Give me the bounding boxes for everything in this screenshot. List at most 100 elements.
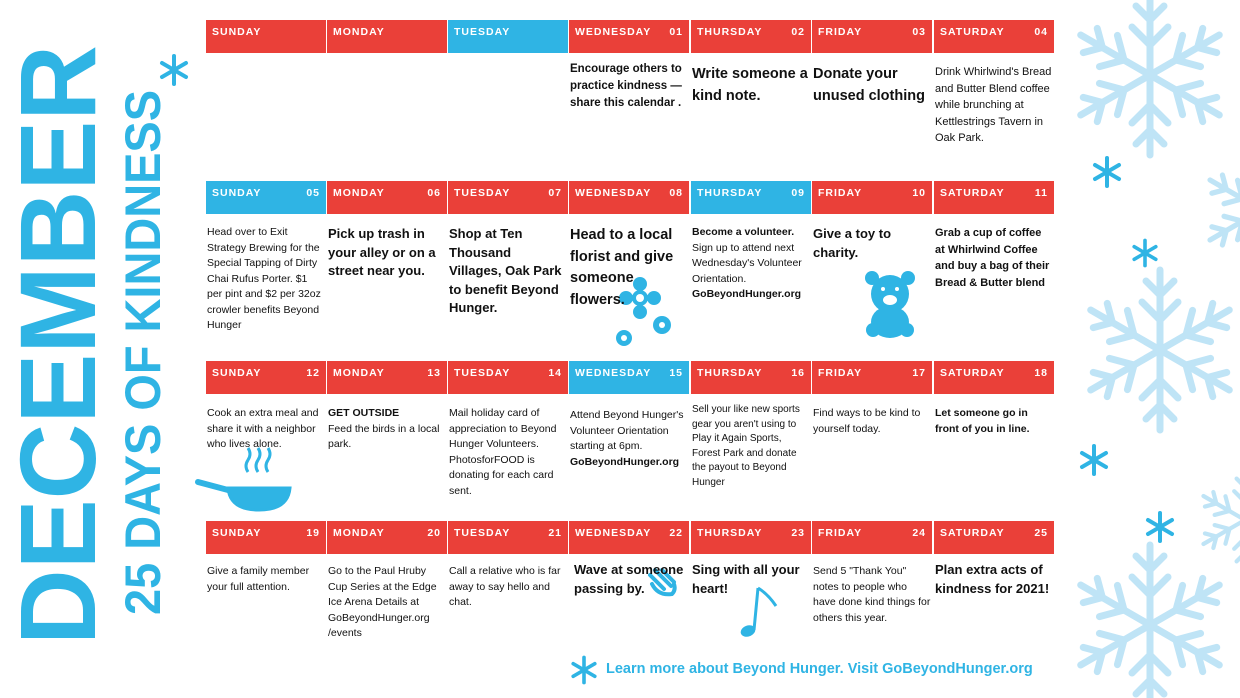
day-text: Call a relative who is far away to say h… [448, 554, 568, 611]
activity-text: Grab a cup of coffee at Whirlwind Coffee… [935, 227, 1050, 289]
day-name: SUNDAY [212, 367, 262, 379]
day-date: 14 [548, 367, 562, 379]
day-header: SATURDAY 11 [934, 181, 1054, 214]
day-cell: THURSDAY 23 Sing with all your heart! [691, 521, 811, 598]
day-name: TUESDAY [454, 26, 511, 38]
day-name: SATURDAY [940, 527, 1005, 539]
day-cell: MONDAY [327, 20, 447, 53]
day-name: TUESDAY [454, 187, 511, 199]
day-date: 23 [791, 527, 805, 539]
day-name: TUESDAY [454, 367, 511, 379]
day-date: 10 [912, 187, 926, 199]
day-date: 02 [791, 26, 805, 38]
day-date: 18 [1034, 367, 1048, 379]
day-header: SUNDAY 05 [206, 181, 326, 214]
day-cell: WEDNESDAY 08 Head to a local florist and g… [569, 181, 689, 311]
day-name: WEDNESDAY [575, 26, 652, 38]
activity-text: Write someone a kind note. [692, 66, 808, 104]
day-text: Send 5 "Thank You" notes to people who h… [812, 554, 932, 626]
activity-text: Donate your unused clothing [813, 66, 925, 104]
day-header: MONDAY 06 [327, 181, 447, 214]
day-cell: MONDAY 13 GET OUTSIDE Feed the birds in a l… [327, 361, 447, 453]
day-header: TUESDAY 21 [448, 521, 568, 554]
day-cell: SATURDAY 25 Plan extra acts of kindness fo… [934, 521, 1054, 598]
day-date: 11 [1034, 187, 1048, 199]
day-header: SUNDAY 19 [206, 521, 326, 554]
day-cell: SUNDAY 19 Give a family member your full a… [206, 521, 326, 595]
activity-text: Let someone go in front of you in line. [935, 407, 1030, 435]
day-header: TUESDAY 07 [448, 181, 568, 214]
day-header: FRIDAY 03 [812, 20, 932, 53]
day-text: Attend Beyond Hunger's Volunteer Orienta… [569, 394, 689, 470]
day-date: 06 [427, 187, 441, 199]
day-name: SUNDAY [212, 187, 262, 199]
day-text: Give a toy to charity. [812, 214, 932, 262]
day-date: 16 [791, 367, 805, 379]
day-cell: THURSDAY 09 Become a volunteer. Sign up to … [691, 181, 811, 303]
day-cell: TUESDAY [448, 20, 568, 53]
day-name: FRIDAY [818, 367, 863, 379]
day-name: SATURDAY [940, 187, 1005, 199]
day-text: Sell your like new sports gear you aren'… [691, 394, 811, 490]
day-date: 01 [669, 26, 683, 38]
day-name: SUNDAY [212, 527, 262, 539]
activity-text: Encourage others to practice kindness —s… [570, 63, 682, 109]
day-text: Go to the Paul Hruby Cup Series at the E… [327, 554, 447, 642]
activity-text: Pick up trash in your alley or on a stre… [328, 226, 436, 278]
day-header: SUNDAY [206, 20, 326, 53]
frying-pan [195, 447, 292, 512]
day-name: WEDNESDAY [575, 367, 652, 379]
day-cell: SUNDAY 12 Cook an extra meal and share it … [206, 361, 326, 453]
day-cell: FRIDAY 10 Give a toy to charity. [812, 181, 932, 262]
day-date: 24 [912, 527, 926, 539]
day-name: SATURDAY [940, 26, 1005, 38]
day-text: Write someone a kind note. [691, 53, 811, 107]
day-name: THURSDAY [697, 527, 763, 539]
day-cell: MONDAY 20 Go to the Paul Hruby Cup Series … [327, 521, 447, 642]
day-date: 13 [427, 367, 441, 379]
day-name: THURSDAY [697, 26, 763, 38]
day-cell: SATURDAY 18 Let someone go in front of you… [934, 361, 1054, 437]
day-text: Plan extra acts of kindness for 2021! [934, 554, 1054, 598]
waving-hand [648, 568, 677, 597]
day-text: Wave at someone passing by. [569, 554, 689, 598]
activity-text: Give a family member your full attention… [207, 565, 310, 593]
day-text: Let someone go in front of you in line. [934, 394, 1054, 437]
day-date: 12 [306, 367, 320, 379]
day-date: 09 [791, 187, 805, 199]
day-text: Pick up trash in your alley or on a stre… [327, 214, 447, 281]
day-text: Find ways to be kind to yourself today. [812, 394, 932, 437]
day-text: GET OUTSIDE Feed the birds in a local par… [327, 394, 447, 453]
day-cell: WEDNESDAY 22 Wave at someone passing by. [569, 521, 689, 598]
day-header: SATURDAY 25 [934, 521, 1054, 554]
day-name: FRIDAY [818, 26, 863, 38]
activity-text: Shop at Ten Thousand Villages, Oak Park … [449, 226, 562, 315]
day-cell: TUESDAY 14 Mail holiday card of appreciati… [448, 361, 568, 499]
day-text: Become a volunteer. Sign up to attend nex… [691, 214, 811, 303]
day-date: 22 [669, 527, 683, 539]
day-header: WEDNESDAY 08 [569, 181, 689, 214]
day-name: WEDNESDAY [575, 527, 652, 539]
day-header: FRIDAY 17 [812, 361, 932, 394]
day-name: FRIDAY [818, 527, 863, 539]
day-cell: SATURDAY 04 Drink Whirlwind's Bread and Bu… [934, 20, 1054, 147]
day-date: 04 [1034, 26, 1048, 38]
activity-text: Wave at someone passing by. [574, 562, 684, 596]
day-cell: FRIDAY 24 Send 5 "Thank You" notes to peop… [812, 521, 932, 626]
day-header: FRIDAY 10 [812, 181, 932, 214]
day-cell: MONDAY 06 Pick up trash in your alley or o… [327, 181, 447, 281]
activity-text: Sell your like new sports gear you aren'… [692, 404, 800, 488]
day-text: Mail holiday card of appreciation to Bey… [448, 394, 568, 499]
day-cell: THURSDAY 02 Write someone a kind note. [691, 20, 811, 107]
day-text: Encourage others to practice kindness —s… [569, 53, 689, 112]
activity-text: Become a volunteer. [692, 226, 795, 238]
day-date: 21 [548, 527, 562, 539]
day-header: WEDNESDAY 22 [569, 521, 689, 554]
day-name: FRIDAY [818, 187, 863, 199]
activity-text: Mail holiday card of appreciation to Bey… [449, 407, 557, 497]
day-header: WEDNESDAY 01 [569, 20, 689, 53]
day-date: 20 [427, 527, 441, 539]
day-cell: WEDNESDAY 15 Attend Beyond Hunger's Volunt… [569, 361, 689, 470]
activity-text: Head over to Exit Strategy Brewing for t… [207, 226, 321, 331]
